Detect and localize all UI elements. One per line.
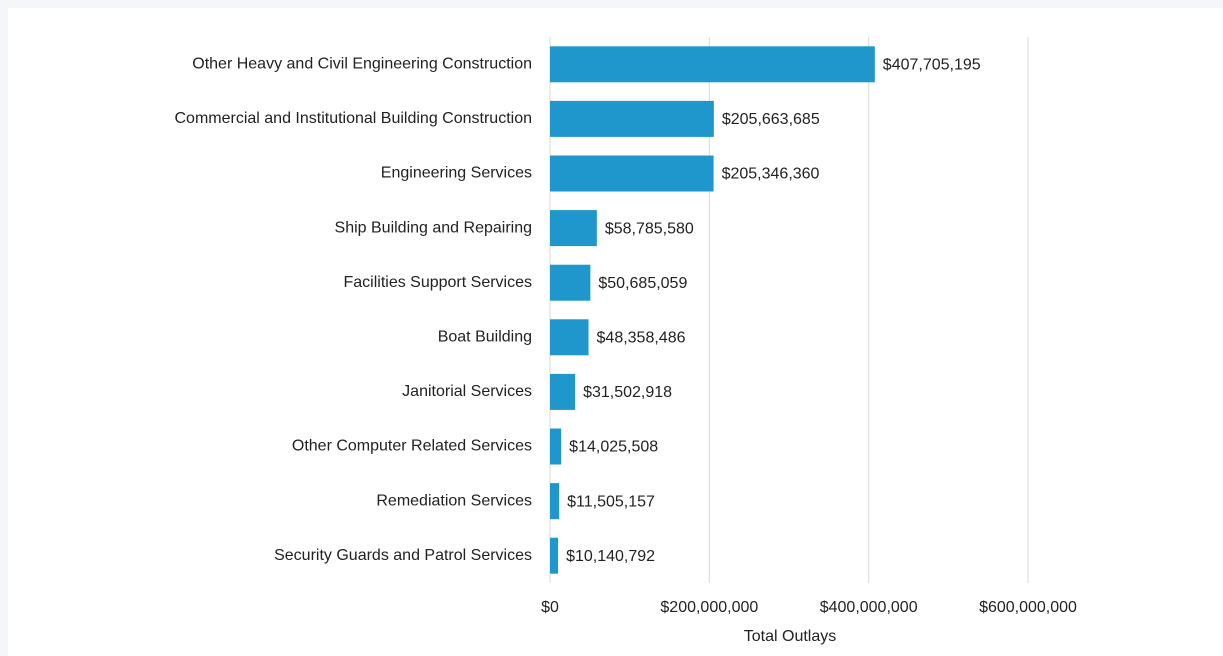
y-tick-label: Boat Building <box>438 329 532 346</box>
bar <box>550 46 875 83</box>
y-tick-label: Janitorial Services <box>402 383 532 400</box>
bar <box>550 100 714 137</box>
y-tick-label: Other Heavy and Civil Engineering Constr… <box>192 56 532 73</box>
data-label: $10,140,792 <box>566 548 655 565</box>
bar <box>550 483 560 520</box>
data-label: $205,346,360 <box>722 166 820 183</box>
bar <box>550 537 559 574</box>
data-label: $407,705,195 <box>883 57 981 74</box>
x-tick-label: $400,000,000 <box>820 599 918 616</box>
x-tick-label: $600,000,000 <box>979 599 1077 616</box>
data-label: $14,025,508 <box>569 439 658 456</box>
data-label: $58,785,580 <box>605 220 694 237</box>
data-label: $11,505,157 <box>567 493 655 510</box>
chart: Total Outlays $0 $200,000,000 $400,000,000… <box>174 37 1077 645</box>
y-tick-label: Facilities Support Services <box>343 274 532 291</box>
y-tick-label: Security Guards and Patrol Services <box>274 547 532 564</box>
data-label: $48,358,486 <box>597 330 686 347</box>
y-tick-label: Remediation Services <box>376 492 532 509</box>
y-tick-label: Engineering Services <box>381 165 532 182</box>
bar <box>550 373 576 410</box>
bar <box>550 155 714 192</box>
y-tick-label: Other Computer Related Services <box>292 438 532 455</box>
data-label: $205,663,685 <box>722 111 820 128</box>
x-tick-label: $200,000,000 <box>660 599 758 616</box>
bar <box>550 428 562 465</box>
bar <box>550 210 597 247</box>
y-tick-label: Ship Building and Repairing <box>335 219 532 236</box>
data-label: $31,502,918 <box>583 384 672 401</box>
bar <box>550 264 591 301</box>
x-tick-label: $0 <box>541 599 559 616</box>
data-label: $50,685,059 <box>598 275 687 292</box>
y-tick-label: Commercial and Institutional Building Co… <box>174 110 532 127</box>
page: Total Outlays $0 $200,000,000 $400,000,000… <box>8 8 1223 656</box>
bar <box>550 319 589 356</box>
x-axis-title: Total Outlays <box>744 628 836 645</box>
